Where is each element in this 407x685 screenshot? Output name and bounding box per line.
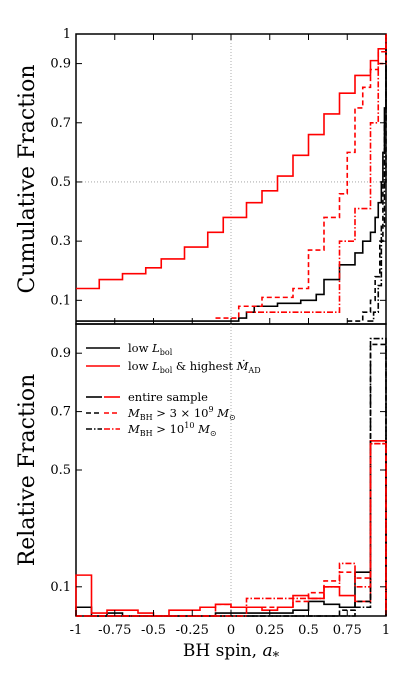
top-ytick-label: 0.9 (50, 57, 71, 72)
bottom-xtick-label: 0.25 (255, 623, 284, 638)
top-ytick-label: 1 (63, 27, 71, 42)
top-series-5 (246, 34, 387, 313)
bottom-ytick-label: 0.7 (50, 405, 71, 420)
bottom-xtick-label: -0.25 (176, 623, 209, 638)
legend-label-3e9: MBH > 3 × 109 M⊙ (127, 405, 236, 422)
legend-label-1e10: MBH > 1010 M⊙ (127, 421, 217, 438)
bottom-ytick-label: 0.5 (50, 463, 71, 478)
legend-label-entire: entire sample (128, 390, 208, 404)
top-y-ticks: 0.1 0.3 0.5 0.7 0.9 1 (50, 27, 386, 324)
bottom-series-5 (76, 442, 387, 617)
top-ytick-label: 0.7 (50, 116, 71, 131)
bottom-ytick-label: 0.1 (50, 580, 71, 595)
top-series-4 (215, 34, 387, 319)
legend-label-highest-mdot: low Lbol & highest ṀAD (128, 359, 261, 375)
bottom-xtick-label: 0 (227, 623, 235, 638)
top-ylabel: Cumulative Fraction (15, 64, 40, 293)
bottom-xtick-label: 1 (382, 623, 390, 638)
bottom-ytick-label: 0.9 (50, 346, 71, 361)
bottom-xtick-label: -0.5 (141, 623, 166, 638)
bottom-ylabel: Relative Fraction (15, 374, 40, 567)
top-series-1 (76, 34, 387, 290)
bottom-xtick-label: 0.75 (333, 623, 362, 638)
legend-label-low-lbol: low Lbol (128, 341, 173, 357)
top-grid (76, 34, 386, 324)
top-ytick-label: 0.3 (50, 234, 71, 249)
top-series-2 (347, 34, 387, 322)
top-ytick-label: 0.5 (50, 175, 71, 190)
bottom-xtick-label: 0.5 (298, 623, 319, 638)
bottom-panel-series (75, 337, 387, 617)
bottom-xtick-label: -0.75 (98, 623, 131, 638)
bottom-ticks: 0.1 0.5 0.7 0.9 -1 -0.75 -0.5 -0.25 0 0.25 0.5 0.75… (50, 346, 390, 638)
top-ytick-label: 0.1 (50, 293, 71, 308)
bottom-xlabel: BH spin, a* (183, 641, 280, 665)
legend: low Lbol low Lbol & highest ṀAD entire s… (86, 341, 261, 438)
bottom-xtick-label: -1 (70, 623, 83, 638)
